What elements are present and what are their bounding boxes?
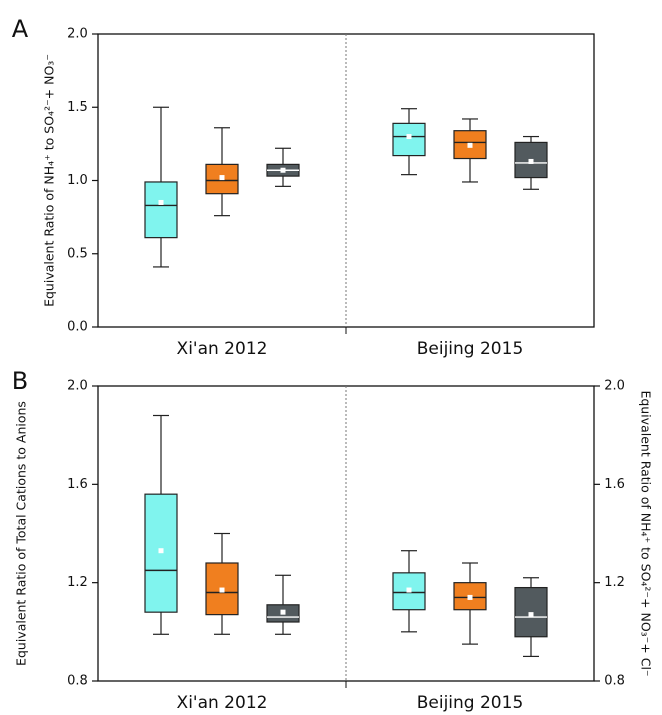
y2-axis-label: Equivalent Ratio of NH₄⁺ to SO₄²⁻+ NO₃⁻+… — [639, 390, 654, 676]
y-axis-label: Equivalent Ratio of Total Cations to Ani… — [14, 401, 29, 666]
x-tick-label: Beijing 2015 — [417, 339, 524, 359]
mean-marker — [280, 167, 286, 173]
mean-marker — [528, 158, 534, 164]
y2-tick-label: 0.8 — [604, 674, 625, 689]
y-axis-label: Equivalent Ratio of NH₄⁺ to SO₄²⁻+ NO₃⁻ — [42, 54, 57, 307]
box — [392, 122, 426, 157]
y-tick-label: 1.6 — [67, 477, 88, 492]
mean-marker — [467, 594, 473, 600]
box — [144, 493, 178, 613]
y-tick-label: 0.0 — [67, 320, 88, 335]
mean-marker — [219, 587, 225, 593]
mean-marker — [406, 134, 412, 140]
mean-marker — [219, 175, 225, 181]
x-tick-label: Xi'an 2012 — [177, 693, 268, 713]
mean-marker — [158, 199, 164, 205]
panel-label: B — [12, 367, 28, 395]
panel-label: A — [12, 15, 29, 43]
y2-tick-label: 1.2 — [604, 575, 625, 590]
y2-tick-label: 2.0 — [604, 379, 625, 394]
mean-marker — [528, 612, 534, 618]
y-tick-label: 2.0 — [67, 27, 88, 42]
box — [392, 572, 426, 611]
y-tick-label: 1.0 — [67, 173, 88, 188]
y-tick-label: 1.2 — [67, 575, 88, 590]
y2-tick-label: 1.6 — [604, 477, 625, 492]
box — [144, 181, 178, 239]
y-tick-label: 0.5 — [67, 246, 88, 261]
y-tick-label: 0.8 — [67, 674, 88, 689]
mean-marker — [406, 587, 412, 593]
mean-marker — [158, 548, 164, 554]
mean-marker — [280, 609, 286, 615]
y-tick-label: 2.0 — [67, 379, 88, 394]
x-tick-label: Beijing 2015 — [417, 693, 524, 713]
y-tick-label: 1.5 — [67, 100, 88, 115]
x-tick-label: Xi'an 2012 — [177, 339, 268, 359]
mean-marker — [467, 142, 473, 148]
